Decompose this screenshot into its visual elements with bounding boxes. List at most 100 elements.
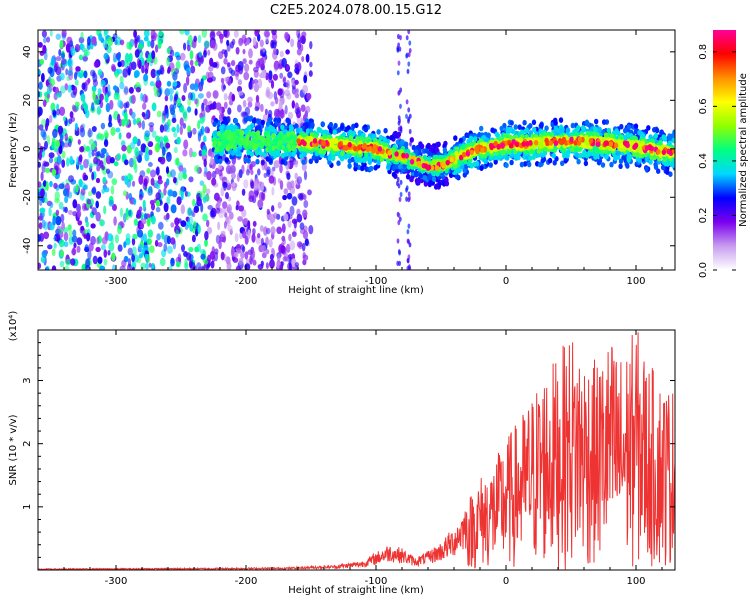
noise-blob (48, 82, 53, 92)
noise-blob (132, 246, 137, 256)
noise-blob (123, 241, 127, 249)
noise-blob (127, 247, 133, 256)
noise-blob (38, 91, 41, 98)
noise-blob (196, 196, 202, 207)
artifact-streak (409, 141, 412, 147)
noise-blob (77, 220, 83, 226)
noise-blob (61, 150, 66, 159)
ridge-cell (267, 117, 273, 123)
noise-blob (76, 210, 82, 218)
artifact-streak (396, 238, 400, 244)
noise-blob (265, 35, 269, 44)
noise-blob (165, 107, 169, 115)
noise-blob (166, 178, 170, 186)
noise-blob (59, 250, 64, 258)
noise-blob (143, 30, 150, 38)
noise-blob (267, 109, 273, 118)
artifact-streak (405, 53, 408, 59)
ridge-cell (354, 122, 359, 129)
noise-blob (144, 130, 151, 138)
ridge-cell (618, 163, 623, 170)
noise-blob (38, 161, 41, 168)
noise-blob (254, 106, 260, 112)
noise-blob (194, 108, 198, 116)
artifact-streak (399, 87, 403, 93)
noise-blob (134, 146, 139, 157)
noise-blob (157, 242, 163, 248)
noise-blob (189, 59, 194, 67)
noise-blob (158, 136, 164, 143)
noise-blob (45, 181, 49, 192)
noise-blob (287, 71, 293, 79)
noise-blob (99, 219, 104, 227)
noise-blob (215, 102, 222, 111)
noise-blob (233, 251, 239, 258)
noise-blob (100, 244, 106, 251)
ridge-cell (479, 125, 484, 132)
artifact-streak (405, 196, 408, 202)
noise-blob (95, 177, 101, 184)
artifact-streak (407, 223, 411, 229)
noise-blob (273, 160, 280, 169)
noise-blob (268, 175, 275, 184)
noise-blob (38, 222, 43, 230)
noise-blob (64, 265, 70, 270)
noise-blob (282, 77, 286, 84)
ridge-cell (537, 161, 543, 168)
noise-blob (61, 30, 67, 38)
noise-blob (51, 248, 56, 257)
noise-blob (210, 40, 216, 48)
ridge-cell (580, 125, 586, 131)
ridge-cell (509, 159, 514, 166)
noise-blob (72, 229, 77, 238)
ridge-cell (391, 165, 396, 172)
noise-blob (172, 81, 178, 87)
ridge-cell (633, 128, 639, 135)
noise-blob (56, 92, 62, 98)
noise-blob (259, 49, 263, 57)
noise-blob (142, 244, 149, 252)
ridge-cell (383, 127, 388, 134)
noise-blob (38, 81, 43, 90)
noise-blob (291, 196, 298, 206)
noise-blob (203, 158, 207, 168)
noise-blob (232, 181, 236, 188)
noise-blob (305, 53, 310, 63)
ridge-cell (396, 131, 402, 138)
noise-blob (273, 47, 278, 55)
noise-blob (138, 175, 144, 185)
noise-blob (181, 95, 186, 102)
noise-blob (117, 244, 123, 252)
noise-blob (184, 30, 190, 36)
noise-blob (268, 76, 273, 84)
noise-blob (141, 248, 145, 256)
noise-blob (80, 31, 84, 39)
noise-blob (69, 155, 74, 166)
noise-blob (176, 123, 180, 134)
noise-blob (166, 245, 173, 254)
noise-blob (179, 30, 185, 35)
noise-blob (125, 233, 131, 241)
ridge-cell (519, 161, 525, 168)
noise-blob (235, 47, 240, 55)
ridge-cell (427, 180, 433, 186)
noise-blob (296, 241, 303, 248)
noise-blob (284, 89, 291, 97)
noise-blob (247, 101, 253, 108)
ridge-cell (604, 153, 609, 160)
noise-blob (141, 65, 145, 74)
noise-blob (91, 207, 97, 216)
noise-blob (183, 251, 188, 257)
noise-blob (265, 249, 270, 255)
noise-blob (178, 164, 184, 172)
noise-blob (261, 159, 266, 165)
noise-blob (74, 79, 79, 86)
noise-blob (42, 44, 47, 55)
noise-blob (207, 49, 211, 56)
noise-blob (128, 86, 134, 94)
noise-blob (247, 249, 253, 256)
noise-blob (207, 205, 213, 210)
noise-blob (123, 85, 129, 96)
noise-blob (285, 49, 290, 55)
ridge-cell (347, 163, 352, 169)
